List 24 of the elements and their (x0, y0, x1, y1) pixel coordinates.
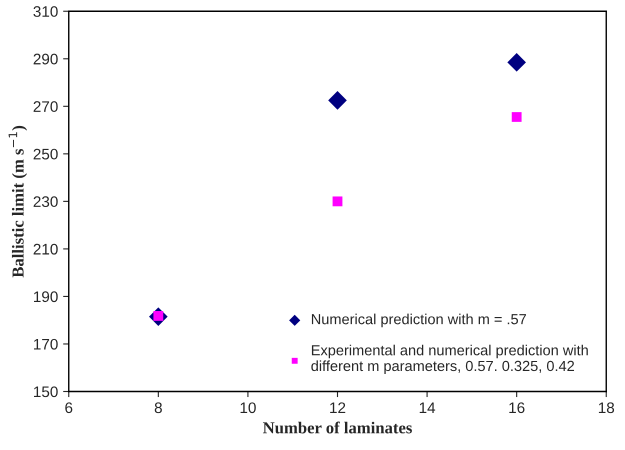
x-tick-label: 8 (154, 402, 162, 414)
x-tick-label: 14 (420, 402, 436, 413)
y-axis-title: Ballistic limit (m s$^{−1}$) (8, 126, 28, 278)
y-tick-label: 250 (34, 148, 58, 160)
point (507, 53, 526, 72)
x-tick-label: 16 (509, 402, 524, 414)
y-tick-label: 230 (34, 196, 58, 208)
x-tick-label: 12 (330, 402, 346, 413)
x-tick-label: 6 (65, 402, 72, 414)
y-tick-label: 210 (34, 244, 58, 255)
point (332, 196, 342, 206)
point (328, 91, 347, 110)
legend-label: Numerical prediction with m = .57 (312, 314, 526, 328)
x-axis-title: Number of laminates (262, 422, 412, 434)
y-tick-label: 270 (34, 101, 58, 112)
point (512, 112, 522, 122)
x-tick-label: 18 (598, 402, 614, 414)
y-tick-label: 290 (34, 54, 58, 64)
y-tick-label: 190 (34, 291, 58, 302)
y-tick-label: 170 (34, 338, 58, 350)
y-tick-label: 310 (33, 6, 58, 17)
y-tick-label: 150 (34, 386, 58, 398)
x-tick-label: 10 (240, 402, 256, 414)
legend-label: Experimental and numerical prediction with different m parameters, 0.57. 0.325, 0.42 (311, 344, 588, 374)
